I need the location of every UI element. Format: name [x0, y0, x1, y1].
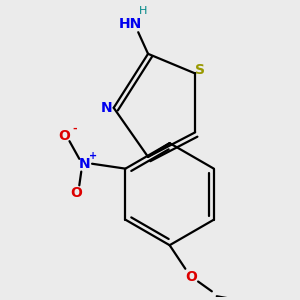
Text: +: + — [89, 151, 97, 161]
Text: O: O — [185, 270, 197, 283]
Text: S: S — [195, 64, 205, 77]
Text: N: N — [101, 101, 112, 115]
Text: O: O — [58, 129, 70, 143]
Text: O: O — [70, 186, 82, 200]
Text: H: H — [139, 6, 147, 16]
Text: -: - — [72, 123, 77, 134]
Text: N: N — [78, 157, 90, 171]
Text: HN: HN — [119, 17, 142, 32]
